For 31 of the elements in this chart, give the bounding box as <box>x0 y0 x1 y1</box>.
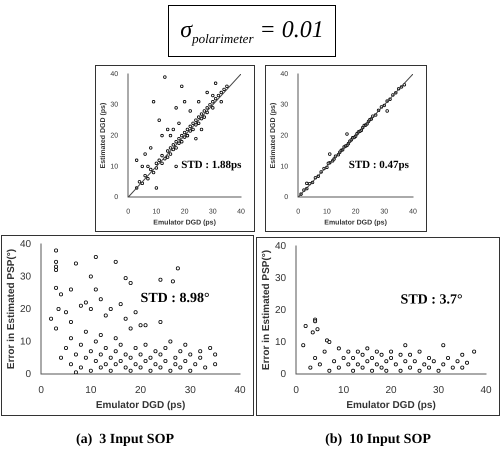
x-tick-label: 20 <box>386 384 398 396</box>
y-axis-title: Error in Estimated PSP(°) <box>260 250 272 370</box>
y-tick-label: 40 <box>20 238 32 250</box>
y-axis-title: Error in Estimated PSP(°) <box>6 248 17 370</box>
x-axis-title: Emulator DGD (ps) <box>96 400 186 411</box>
text: (b) 10 Input SOP <box>324 432 432 448</box>
annotation: STD : 0.47ps <box>348 159 410 172</box>
x-tick-label: 10 <box>338 384 350 396</box>
y-tick-label: 20 <box>275 304 287 316</box>
x-axis-title: Emulator DGD (ps) <box>346 400 436 411</box>
annotation: STD : 8.98° <box>140 291 210 306</box>
x-tick-label: 30 <box>184 384 196 396</box>
y-tick-label: 10 <box>20 336 32 348</box>
y-tick-label: 40 <box>275 240 287 252</box>
y-tick-label: 30 <box>20 271 32 282</box>
text: (a) 3 Input SOP <box>74 432 176 448</box>
y-tick-label: 0 <box>26 368 32 380</box>
y-tick-label: 0 <box>280 368 287 380</box>
annotation: STD : 1.88ps <box>181 159 242 172</box>
x-tick-label: 40 <box>234 384 246 396</box>
x-tick-label: 0 <box>293 384 300 396</box>
y-tick-label: 20 <box>20 304 32 315</box>
x-tick-label: 40 <box>480 384 492 396</box>
y-tick-label: 30 <box>275 272 287 284</box>
x-tick-label: 10 <box>85 384 97 396</box>
x-tick-label: 20 <box>135 384 147 396</box>
y-tick-label: 10 <box>275 336 287 348</box>
annotation: STD : 3.7° <box>400 292 463 308</box>
text: σ$_{polarimeter}$ = 0.01 <box>168 5 336 57</box>
x-tick-label: 0 <box>38 384 44 396</box>
x-tick-label: 30 <box>432 384 445 396</box>
